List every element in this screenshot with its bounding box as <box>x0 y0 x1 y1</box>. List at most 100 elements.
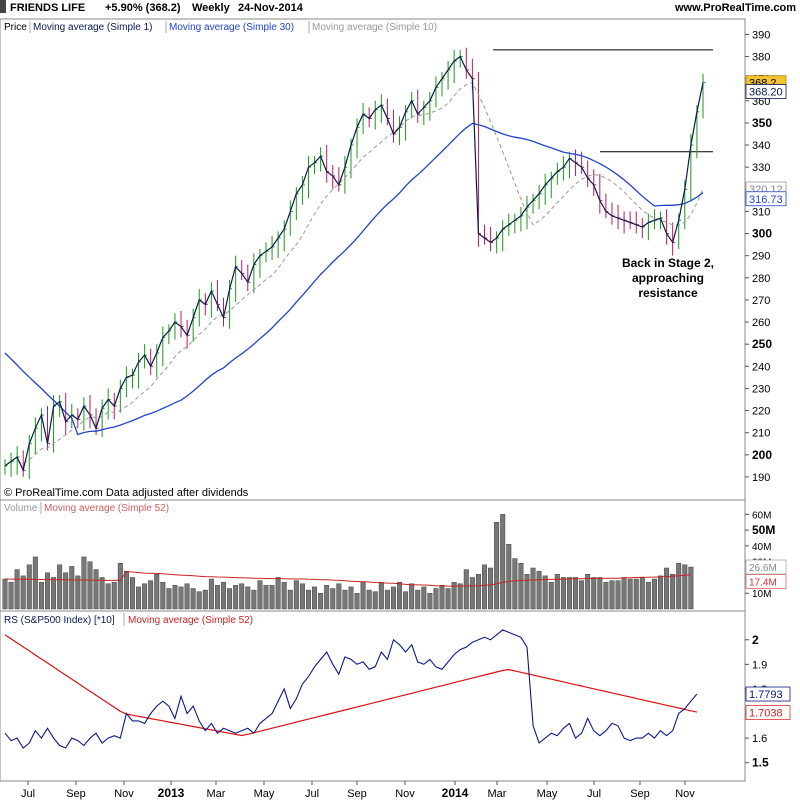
ma30-line <box>4 122 704 436</box>
volume-bar <box>658 575 663 610</box>
volume-bar <box>524 574 530 610</box>
rs-ma-line <box>4 634 698 737</box>
volume-bar <box>99 577 105 610</box>
volume-bar <box>670 574 676 610</box>
volume-bar <box>633 578 639 610</box>
volume-bar <box>433 588 439 610</box>
volume-value-label: 26.6M <box>749 563 777 574</box>
volume-tick-label: 50M <box>752 523 775 537</box>
price-tick-label: 350 <box>752 116 772 130</box>
volume-bar <box>372 591 378 610</box>
price-tick-label: 260 <box>752 317 770 329</box>
rs-value-box <box>745 686 791 702</box>
volume-bar <box>360 581 366 610</box>
volume-bar <box>336 583 342 610</box>
volume-bar <box>160 581 166 610</box>
volume-tick-label: 10M <box>752 589 771 600</box>
volume-bar <box>573 577 579 610</box>
price-plot <box>4 47 713 480</box>
volume-bar <box>26 564 32 610</box>
volume-bar <box>682 564 688 610</box>
chart-header: FRIENDS LIFE +5.90% (368.2) Weekly 24-No… <box>0 0 796 14</box>
volume-bar <box>439 585 445 610</box>
volume-bar <box>75 575 81 610</box>
annotation-line-3: resistance <box>638 286 698 300</box>
volume-bar <box>390 586 396 610</box>
x-tick-label: May <box>254 788 275 800</box>
volume-bar <box>548 581 554 610</box>
x-tick-label: Sep <box>630 788 650 800</box>
legend-rs-ma52[interactable]: Moving average (Simple 52) <box>128 615 253 626</box>
volume-bar <box>208 578 214 610</box>
volume-bar <box>32 556 38 610</box>
price-tick-label: 390 <box>752 29 770 41</box>
legend-ma10[interactable]: Moving average (Simple 10) <box>312 22 437 33</box>
volume-bar <box>609 580 615 610</box>
chart-period: Weekly <box>192 2 231 14</box>
volume-bar <box>463 569 469 610</box>
volume-bar <box>676 563 682 610</box>
volume-bar <box>518 563 524 610</box>
volume-bar <box>639 577 645 610</box>
volume-bar <box>202 589 208 610</box>
x-tick-label: Nov <box>395 788 415 800</box>
chart-date: 24-Nov-2014 <box>238 2 304 14</box>
volume-bar <box>330 588 336 610</box>
volume-bar <box>154 574 160 610</box>
volume-bar <box>166 588 172 610</box>
rs-line <box>4 629 698 749</box>
volume-bar <box>354 593 360 610</box>
price-tick-label: 190 <box>752 472 770 484</box>
volume-bar <box>293 580 299 610</box>
volume-bar <box>281 581 287 610</box>
legend-rs[interactable]: RS (S&P500 Index) [*10] <box>4 615 115 626</box>
ma1-line <box>4 55 704 473</box>
volume-bar <box>172 585 178 610</box>
volume-ma-line <box>4 571 691 587</box>
volume-bar <box>615 580 621 610</box>
rs-value-label: 1.7793 <box>749 689 783 701</box>
volume-bar <box>591 577 597 610</box>
volume-bar <box>415 589 421 610</box>
rs-panel-frame <box>0 610 746 782</box>
site-link[interactable]: www.ProRealTime.com <box>674 2 796 14</box>
legend-ma1[interactable]: Moving average (Simple 1) <box>33 22 153 33</box>
volume-bar <box>221 581 226 610</box>
ma1-value-label: 368.20 <box>749 87 783 99</box>
volume-bar <box>482 564 487 610</box>
volume-tick-label: 40M <box>752 542 771 553</box>
volume-bar <box>14 569 20 610</box>
rs-legend: RS (S&P500 Index) [*10] Moving average (… <box>4 613 253 626</box>
volume-bar <box>196 591 202 610</box>
volume-bar <box>445 588 451 610</box>
volume-bar <box>57 564 63 610</box>
volume-bar <box>457 583 463 610</box>
volume-bar <box>239 583 245 610</box>
price-tick-label: 300 <box>752 227 772 241</box>
volume-bar <box>51 577 57 610</box>
volume-bar <box>251 589 257 610</box>
rs-tick-label: 1.9 <box>752 659 767 671</box>
volume-bar <box>566 577 572 610</box>
volume-bar <box>263 585 269 610</box>
header-marker-icon <box>0 0 6 13</box>
legend-ma30[interactable]: Moving average (Simple 30) <box>169 22 294 33</box>
volume-bar <box>651 578 657 610</box>
volume-bar <box>366 589 372 610</box>
volume-bar <box>136 586 142 610</box>
volume-bar <box>257 580 263 610</box>
volume-bar <box>451 581 457 610</box>
price-legend: Price Moving average (Simple 1) Moving a… <box>4 21 437 33</box>
volume-bar <box>585 574 591 610</box>
volume-bar <box>384 589 390 610</box>
legend-volume-ma52[interactable]: Moving average (Simple 52) <box>44 503 169 514</box>
volume-bar <box>190 588 196 610</box>
price-tick-label: 330 <box>752 162 770 174</box>
annotation-line-2: approaching <box>632 271 704 285</box>
volume-bar <box>318 593 324 610</box>
rs-ma-value-label: 1.7038 <box>749 708 783 720</box>
copyright-text: © ProRealTime.com Data adjusted after di… <box>4 487 249 499</box>
volume-bar <box>342 589 348 610</box>
